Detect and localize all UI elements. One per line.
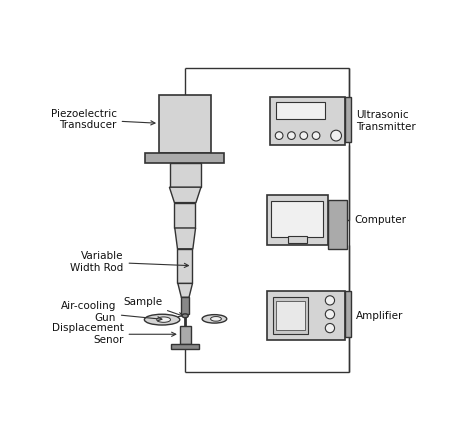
Bar <box>180 326 191 343</box>
Circle shape <box>288 132 295 139</box>
Text: Variable
Width Rod: Variable Width Rod <box>70 251 189 273</box>
Bar <box>267 291 346 340</box>
Bar <box>328 200 347 249</box>
Text: Computer: Computer <box>355 215 407 225</box>
Bar <box>346 97 352 142</box>
Text: Amplifier: Amplifier <box>356 311 403 321</box>
Bar <box>145 153 225 163</box>
Ellipse shape <box>145 314 180 325</box>
Polygon shape <box>178 284 192 297</box>
Ellipse shape <box>157 317 171 323</box>
Bar <box>170 163 201 187</box>
Bar <box>273 297 309 334</box>
Circle shape <box>325 296 335 305</box>
Bar <box>276 301 304 330</box>
Bar <box>159 95 211 153</box>
Text: Displacement
Senor: Displacement Senor <box>52 323 176 345</box>
Bar <box>346 291 352 337</box>
Text: Air-cooling
Gun: Air-cooling Gun <box>61 301 162 323</box>
Ellipse shape <box>210 316 221 321</box>
Bar <box>271 201 323 237</box>
Bar <box>288 236 307 243</box>
Bar <box>270 97 346 145</box>
Polygon shape <box>175 228 196 249</box>
Circle shape <box>325 310 335 319</box>
Bar <box>182 297 189 314</box>
Circle shape <box>312 132 320 139</box>
Circle shape <box>325 323 335 333</box>
Bar <box>177 249 192 284</box>
Bar <box>171 343 199 349</box>
Circle shape <box>275 132 283 139</box>
Text: Piezoelectric
Transducer: Piezoelectric Transducer <box>51 109 155 130</box>
Circle shape <box>300 132 308 139</box>
Bar <box>276 102 325 119</box>
Bar <box>267 195 328 245</box>
Ellipse shape <box>182 314 188 318</box>
Ellipse shape <box>202 315 227 323</box>
Circle shape <box>331 130 341 141</box>
Bar <box>174 203 195 228</box>
Text: Ultrasonic
Transmitter: Ultrasonic Transmitter <box>356 110 416 132</box>
Polygon shape <box>169 187 201 203</box>
Text: Sample: Sample <box>123 297 183 316</box>
